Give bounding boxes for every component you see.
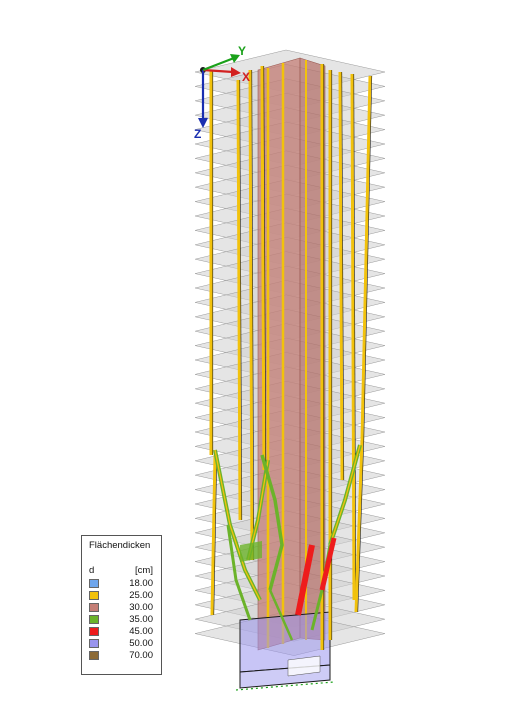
legend-row: 18.00 bbox=[89, 578, 153, 590]
legend-swatch bbox=[89, 651, 99, 660]
column bbox=[354, 439, 364, 613]
axis-y-label: Y bbox=[238, 44, 246, 58]
legend-row: 30.00 bbox=[89, 602, 153, 614]
column bbox=[248, 69, 254, 561]
central-core bbox=[257, 57, 326, 651]
column-edge bbox=[251, 69, 255, 561]
legend-value: 70.00 bbox=[129, 650, 153, 661]
legend-symbol: d bbox=[89, 565, 95, 576]
column bbox=[338, 71, 344, 481]
column-edge bbox=[263, 65, 267, 471]
column-edge bbox=[363, 75, 373, 441]
legend-swatch bbox=[89, 603, 99, 612]
legend-value: 45.00 bbox=[129, 626, 153, 637]
column bbox=[350, 73, 356, 601]
legend-row: 50.00 bbox=[89, 638, 153, 650]
global-axis-triad: X Y Z bbox=[194, 44, 250, 141]
column-edge bbox=[353, 73, 357, 601]
legend-value: 25.00 bbox=[129, 590, 153, 601]
thickness-legend: Flächendicken d [cm] 18.00 25.00 30.00 3… bbox=[81, 535, 162, 675]
column bbox=[260, 65, 266, 471]
column-edge bbox=[239, 79, 243, 521]
column-edge bbox=[213, 454, 218, 616]
legend-swatch bbox=[89, 579, 99, 588]
legend-swatch bbox=[89, 627, 99, 636]
legend-unit: [cm] bbox=[135, 565, 153, 576]
axis-z-label: Z bbox=[194, 127, 201, 141]
column-edge bbox=[357, 439, 365, 613]
legend-value: 18.00 bbox=[129, 578, 153, 589]
legend-swatch bbox=[89, 615, 99, 624]
legend-row: 70.00 bbox=[89, 650, 153, 662]
legend-swatch bbox=[89, 591, 99, 600]
legend-value: 30.00 bbox=[129, 602, 153, 613]
axis-x-label: X bbox=[242, 70, 250, 84]
legend-row: 35.00 bbox=[89, 614, 153, 626]
column bbox=[360, 75, 372, 441]
column bbox=[210, 454, 217, 616]
legend-value: 50.00 bbox=[129, 638, 153, 649]
column bbox=[236, 79, 242, 521]
column-edge bbox=[341, 71, 345, 481]
base-foundation-box bbox=[235, 611, 335, 691]
legend-swatch bbox=[89, 639, 99, 648]
legend-row: 25.00 bbox=[89, 590, 153, 602]
bracing-members bbox=[213, 444, 362, 641]
legend-rows: 18.00 25.00 30.00 35.00 45.00 50.00 70.0… bbox=[89, 578, 153, 662]
legend-title: Flächendicken bbox=[89, 540, 151, 551]
legend-value: 35.00 bbox=[129, 614, 153, 625]
legend-row: 45.00 bbox=[89, 626, 153, 638]
